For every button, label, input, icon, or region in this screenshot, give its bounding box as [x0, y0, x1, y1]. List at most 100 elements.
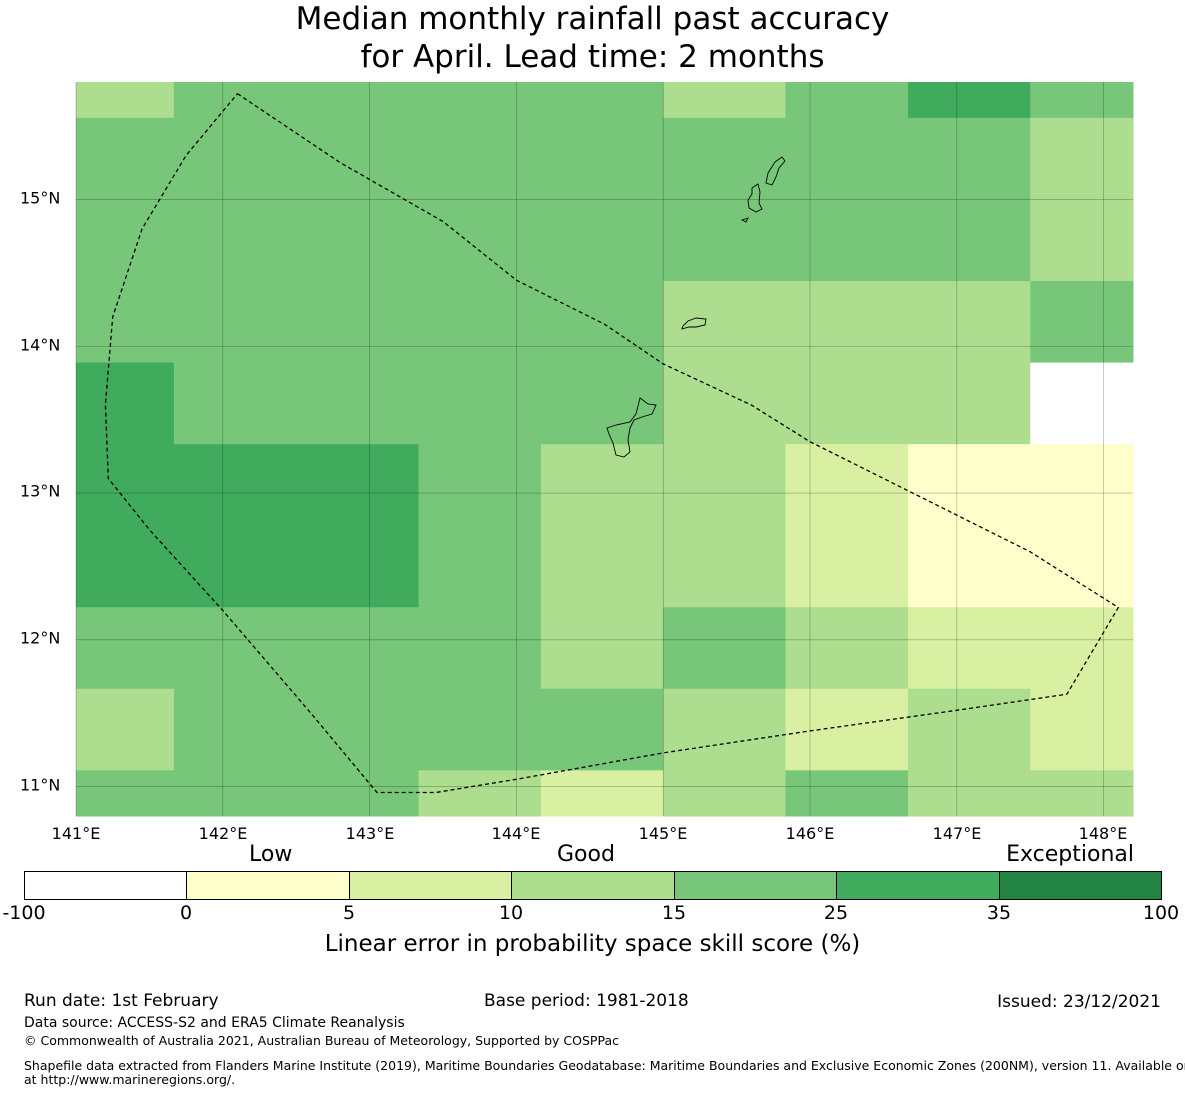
- skill-cell: [1030, 444, 1134, 608]
- skill-cell: [418, 444, 542, 608]
- skill-cell: [663, 362, 787, 445]
- skill-cell: [1030, 607, 1134, 690]
- rota-island-outline: [681, 317, 707, 330]
- colorbar-tick-label: -100: [2, 902, 46, 924]
- skill-cell: [418, 607, 542, 690]
- skill-cell: [785, 607, 909, 690]
- x-tick-label: 144°E: [491, 824, 541, 843]
- skill-cell: [907, 770, 1031, 817]
- colorbar-segment: [512, 872, 675, 899]
- skill-cell: [296, 607, 419, 690]
- base-period: Base period: 1981-2018: [484, 991, 689, 1011]
- colorbar-segment: [674, 872, 838, 899]
- skill-cell: [1030, 82, 1134, 119]
- skill-cell: [663, 688, 787, 771]
- skill-cell: [76, 281, 175, 364]
- x-tick-label: 141°E: [51, 824, 101, 843]
- colorbar-segment: [349, 872, 513, 899]
- shapefile-credit-line-1: Shapefile data extracted from Flanders M…: [24, 1058, 1185, 1073]
- tinian-island-outline: [747, 183, 763, 213]
- skill-cell: [76, 82, 175, 119]
- guam-island-outline: [606, 397, 657, 458]
- skill-cell: [907, 82, 1031, 119]
- skill-cell: [663, 82, 787, 119]
- colorbar-segment: [187, 872, 350, 899]
- skill-cell: [418, 770, 542, 817]
- skill-cell: [418, 362, 542, 445]
- colorbar-tick-label: 100: [1142, 902, 1180, 924]
- copyright: © Commonwealth of Australia 2021, Austra…: [24, 1033, 619, 1048]
- skill-cell: [296, 770, 419, 817]
- colorbar-segment: [25, 872, 188, 899]
- skill-cell: [1030, 117, 1134, 282]
- skill-cell: [785, 82, 909, 119]
- x-tick-label: 146°E: [785, 824, 835, 843]
- skill-cell: [907, 117, 1031, 282]
- run-date: Run date: 1st February: [24, 991, 219, 1011]
- skill-cell: [785, 444, 909, 608]
- eez-boundary: [104, 93, 1120, 794]
- y-tick-label: 14°N: [20, 335, 61, 355]
- colorbar-tick-label: 0: [179, 902, 193, 924]
- skill-cell: [540, 688, 664, 771]
- skill-cell: [540, 117, 664, 282]
- skill-cell: [907, 688, 1031, 771]
- colorbar-tick-label: 10: [498, 902, 524, 924]
- data-source: Data source: ACCESS-S2 and ERA5 Climate …: [24, 1015, 405, 1031]
- skill-cell: [418, 82, 542, 119]
- skill-cell: [76, 688, 175, 771]
- colorbar-word-exceptional: Exceptional: [1006, 842, 1134, 867]
- skill-cell: [173, 362, 297, 445]
- skill-cell: [540, 444, 664, 608]
- skill-cell: [1030, 688, 1134, 771]
- skill-cell: [296, 444, 419, 608]
- skill-cell: [173, 82, 297, 119]
- skill-cell: [1030, 362, 1134, 445]
- x-tick-label: 147°E: [932, 824, 982, 843]
- skill-cell: [540, 82, 664, 119]
- skill-cell: [785, 770, 909, 817]
- skill-grid: [76, 82, 1134, 817]
- chart-title: Median monthly rainfall past accuracy fo…: [0, 0, 1185, 76]
- skill-cell: [76, 444, 175, 608]
- colorbar: [24, 871, 1162, 900]
- x-tick-label: 143°E: [345, 824, 395, 843]
- skill-cell: [907, 444, 1031, 608]
- skill-cell: [907, 362, 1031, 445]
- skill-cell: [173, 688, 297, 771]
- skill-cell: [296, 688, 419, 771]
- colorbar-tick-label: 5: [342, 902, 356, 924]
- skill-cell: [1030, 770, 1134, 817]
- y-tick-label: 11°N: [20, 775, 61, 795]
- skill-cell: [785, 117, 909, 282]
- aguijan-island-outline: [740, 217, 749, 223]
- y-tick-label: 12°N: [20, 628, 61, 648]
- skill-cell: [296, 281, 419, 364]
- coastlines: [606, 156, 786, 458]
- skill-cell: [418, 688, 542, 771]
- skill-cell: [173, 281, 297, 364]
- colorbar-tick-label: 25: [823, 902, 849, 924]
- skill-cell: [540, 281, 664, 364]
- x-tick-label: 148°E: [1078, 824, 1128, 843]
- skill-cell: [173, 117, 297, 282]
- skill-cell: [785, 281, 909, 364]
- skill-cell: [296, 117, 419, 282]
- colorbar-tick-label: 15: [661, 902, 687, 924]
- colorbar-axis-label: Linear error in probability space skill …: [324, 931, 861, 957]
- skill-cell: [296, 362, 419, 445]
- skill-cell: [76, 607, 175, 690]
- skill-cell: [785, 688, 909, 771]
- skill-cell: [785, 362, 909, 445]
- x-tick-label: 145°E: [638, 824, 688, 843]
- colorbar-word-low: Low: [249, 842, 293, 867]
- colorbar-segment: [837, 872, 1000, 899]
- skill-cell: [173, 770, 297, 817]
- skill-cell: [663, 281, 787, 364]
- y-tick-label: 15°N: [20, 188, 61, 208]
- skill-cell: [663, 607, 787, 690]
- skill-cell: [173, 444, 297, 608]
- y-tick-label: 13°N: [20, 481, 61, 501]
- skill-cell: [296, 82, 419, 119]
- skill-map: [75, 82, 1134, 817]
